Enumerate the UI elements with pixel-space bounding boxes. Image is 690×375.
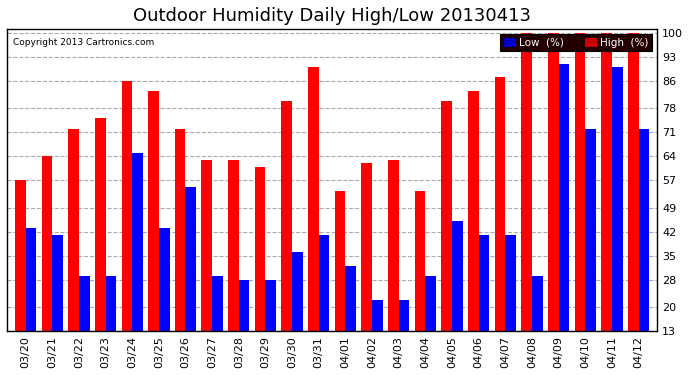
Bar [68,129,79,331]
Bar [319,235,329,331]
Bar [186,187,196,331]
Bar [575,33,585,331]
Bar [425,276,436,331]
Bar [612,67,622,331]
Bar [388,160,399,331]
Bar [255,166,266,331]
Bar [495,77,505,331]
Bar [228,160,239,331]
Bar [266,280,276,331]
Bar [95,118,106,331]
Bar [548,33,559,331]
Bar [346,266,356,331]
Bar [521,33,532,331]
Bar [362,163,372,331]
Bar [239,280,250,331]
Bar [175,129,186,331]
Bar [601,33,612,331]
Bar [106,276,116,331]
Bar [505,235,516,331]
Bar [79,276,90,331]
Bar [41,156,52,331]
Bar [628,33,638,331]
Bar [121,81,132,331]
Bar [212,276,223,331]
Bar [159,228,170,331]
Bar [292,252,303,331]
Bar [282,101,292,331]
Bar [585,129,596,331]
Bar [201,160,212,331]
Bar [308,67,319,331]
Text: Copyright 2013 Cartronics.com: Copyright 2013 Cartronics.com [13,38,155,47]
Bar [399,300,409,331]
Legend: Low  (%), High  (%): Low (%), High (%) [500,34,652,51]
Bar [52,235,63,331]
Title: Outdoor Humidity Daily High/Low 20130413: Outdoor Humidity Daily High/Low 20130413 [133,7,531,25]
Bar [335,190,346,331]
Bar [468,91,479,331]
Bar [442,101,452,331]
Bar [15,180,26,331]
Bar [559,64,569,331]
Bar [132,153,143,331]
Bar [532,276,542,331]
Bar [372,300,383,331]
Bar [26,228,37,331]
Bar [415,190,425,331]
Bar [452,221,463,331]
Bar [479,235,489,331]
Bar [148,91,159,331]
Bar [638,129,649,331]
